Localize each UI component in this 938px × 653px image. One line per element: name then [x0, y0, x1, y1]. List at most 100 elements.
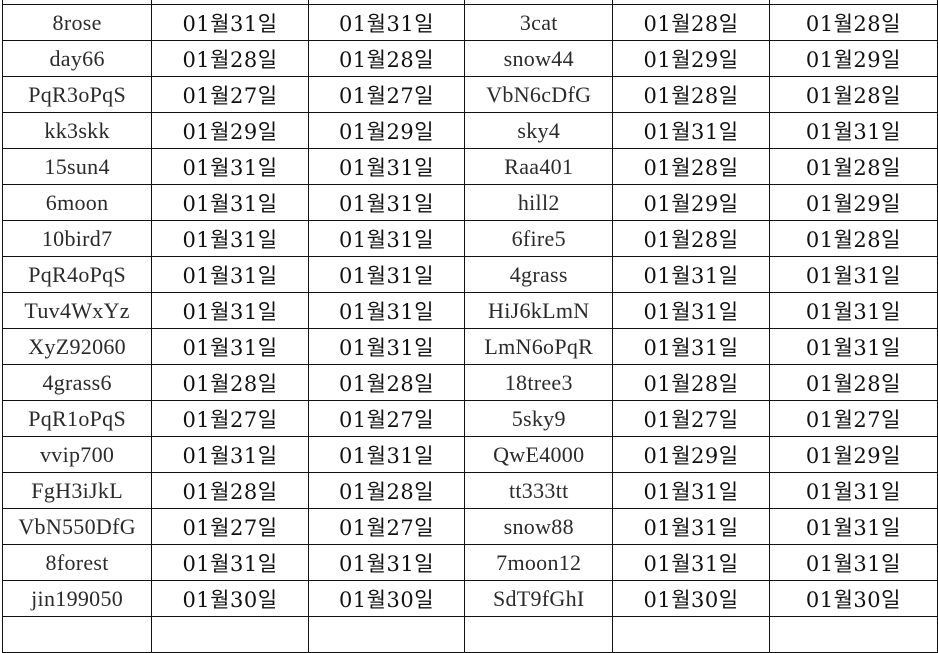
id-cell[interactable]: snow44 — [464, 40, 614, 77]
date-cell[interactable]: 01월31일 — [612, 544, 770, 581]
id-cell[interactable]: 10bird7 — [1, 220, 153, 257]
date-cell[interactable]: 01월31일 — [307, 4, 466, 41]
id-cell[interactable]: 15sun4 — [1, 148, 153, 185]
id-cell[interactable]: LmN6oPqR — [464, 328, 614, 365]
date-cell[interactable]: 01월31일 — [151, 436, 309, 473]
date-cell[interactable]: 01월31일 — [612, 508, 770, 545]
date-cell[interactable]: 01월28일 — [768, 220, 938, 257]
date-cell[interactable]: 01월29일 — [612, 436, 770, 473]
date-cell[interactable]: 01월28일 — [768, 364, 938, 401]
id-cell[interactable]: hill2 — [464, 184, 614, 221]
id-cell[interactable]: VbN550DfG — [1, 508, 153, 545]
date-cell[interactable]: 01월28일 — [307, 364, 466, 401]
id-cell[interactable]: QwE4000 — [464, 436, 614, 473]
id-cell[interactable]: 4grass — [464, 256, 614, 293]
id-cell[interactable]: snow88 — [464, 508, 614, 545]
date-cell[interactable]: 01월31일 — [768, 544, 938, 581]
date-cell[interactable]: 01월29일 — [307, 112, 466, 149]
date-cell[interactable]: 01월29일 — [151, 112, 309, 149]
date-cell[interactable]: 01월31일 — [151, 544, 309, 581]
date-cell[interactable]: 01월31일 — [307, 436, 466, 473]
id-cell[interactable]: vvip700 — [1, 436, 153, 473]
date-cell[interactable] — [307, 616, 466, 653]
date-cell[interactable]: 01월27일 — [768, 400, 938, 437]
date-cell[interactable]: 01월28일 — [151, 472, 309, 509]
date-cell[interactable]: 01월31일 — [612, 112, 770, 149]
date-cell[interactable]: 01월28일 — [768, 148, 938, 185]
date-cell[interactable]: 01월28일 — [151, 40, 309, 77]
date-cell[interactable]: 01월31일 — [768, 328, 938, 365]
date-cell[interactable]: 01월31일 — [612, 292, 770, 329]
date-cell[interactable]: 01월28일 — [151, 364, 309, 401]
id-cell[interactable]: Tuv4WxYz — [1, 292, 153, 329]
date-cell[interactable]: 01월30일 — [768, 580, 938, 617]
date-cell[interactable]: 01월28일 — [768, 4, 938, 41]
date-cell[interactable]: 01월31일 — [768, 292, 938, 329]
date-cell[interactable]: 01월31일 — [151, 148, 309, 185]
date-cell[interactable]: 01월28일 — [612, 364, 770, 401]
date-cell[interactable]: 01월31일 — [307, 256, 466, 293]
date-cell[interactable]: 01월30일 — [307, 580, 466, 617]
date-cell[interactable]: 01월31일 — [151, 184, 309, 221]
date-cell[interactable]: 01월30일 — [151, 580, 309, 617]
date-cell[interactable]: 01월27일 — [612, 400, 770, 437]
date-cell[interactable]: 01월28일 — [307, 472, 466, 509]
date-cell[interactable] — [768, 616, 938, 653]
id-cell[interactable]: day66 — [1, 40, 153, 77]
date-cell[interactable]: 01월31일 — [612, 472, 770, 509]
date-cell[interactable]: 01월27일 — [151, 76, 309, 113]
date-cell[interactable]: 01월31일 — [307, 292, 466, 329]
date-cell[interactable]: 01월31일 — [768, 256, 938, 293]
date-cell[interactable]: 01월27일 — [307, 76, 466, 113]
date-cell[interactable]: 01월28일 — [612, 220, 770, 257]
id-cell[interactable]: PqR1oPqS — [1, 400, 153, 437]
id-cell[interactable]: 4grass6 — [1, 364, 153, 401]
date-cell[interactable] — [612, 616, 770, 653]
id-cell[interactable]: 18tree3 — [464, 364, 614, 401]
date-cell[interactable]: 01월29일 — [768, 184, 938, 221]
id-cell[interactable]: FgH3iJkL — [1, 472, 153, 509]
date-cell[interactable]: 01월31일 — [307, 544, 466, 581]
date-cell[interactable]: 01월27일 — [151, 400, 309, 437]
id-cell[interactable]: kk3skk — [1, 112, 153, 149]
id-cell[interactable]: jin199050 — [1, 580, 153, 617]
date-cell[interactable]: 01월29일 — [612, 40, 770, 77]
id-cell[interactable]: XyZ92060 — [1, 328, 153, 365]
id-cell[interactable]: VbN6cDfG — [464, 76, 614, 113]
date-cell[interactable]: 01월31일 — [307, 184, 466, 221]
id-cell[interactable]: 7moon12 — [464, 544, 614, 581]
date-cell[interactable]: 01월31일 — [151, 328, 309, 365]
date-cell[interactable]: 01월31일 — [151, 4, 309, 41]
date-cell[interactable]: 01월31일 — [307, 148, 466, 185]
id-cell[interactable]: 3cat — [464, 4, 614, 41]
id-cell[interactable]: HiJ6kLmN — [464, 292, 614, 329]
date-cell[interactable]: 01월29일 — [768, 40, 938, 77]
id-cell[interactable]: tt333tt — [464, 472, 614, 509]
date-cell[interactable]: 01월29일 — [768, 436, 938, 473]
date-cell[interactable]: 01월31일 — [612, 328, 770, 365]
date-cell[interactable]: 01월31일 — [768, 508, 938, 545]
date-cell[interactable]: 01월28일 — [612, 4, 770, 41]
date-cell[interactable]: 01월27일 — [307, 508, 466, 545]
id-cell[interactable]: SdT9fGhI — [464, 580, 614, 617]
date-cell[interactable]: 01월28일 — [612, 76, 770, 113]
date-cell[interactable]: 01월29일 — [612, 184, 770, 221]
date-cell[interactable] — [151, 616, 309, 653]
id-cell[interactable]: PqR3oPqS — [1, 76, 153, 113]
date-cell[interactable]: 01월28일 — [612, 148, 770, 185]
id-cell[interactable]: PqR4oPqS — [1, 256, 153, 293]
date-cell[interactable]: 01월31일 — [307, 328, 466, 365]
id-cell[interactable]: Raa401 — [464, 148, 614, 185]
date-cell[interactable]: 01월28일 — [307, 40, 466, 77]
id-cell[interactable]: 8forest — [1, 544, 153, 581]
date-cell[interactable]: 01월27일 — [307, 400, 466, 437]
id-cell[interactable]: 6moon — [1, 184, 153, 221]
date-cell[interactable]: 01월31일 — [307, 220, 466, 257]
id-cell[interactable]: sky4 — [464, 112, 614, 149]
id-cell[interactable] — [464, 616, 614, 653]
id-cell[interactable]: 5sky9 — [464, 400, 614, 437]
id-cell[interactable] — [1, 616, 153, 653]
date-cell[interactable]: 01월31일 — [151, 256, 309, 293]
id-cell[interactable]: 8rose — [1, 4, 153, 41]
date-cell[interactable]: 01월31일 — [151, 220, 309, 257]
